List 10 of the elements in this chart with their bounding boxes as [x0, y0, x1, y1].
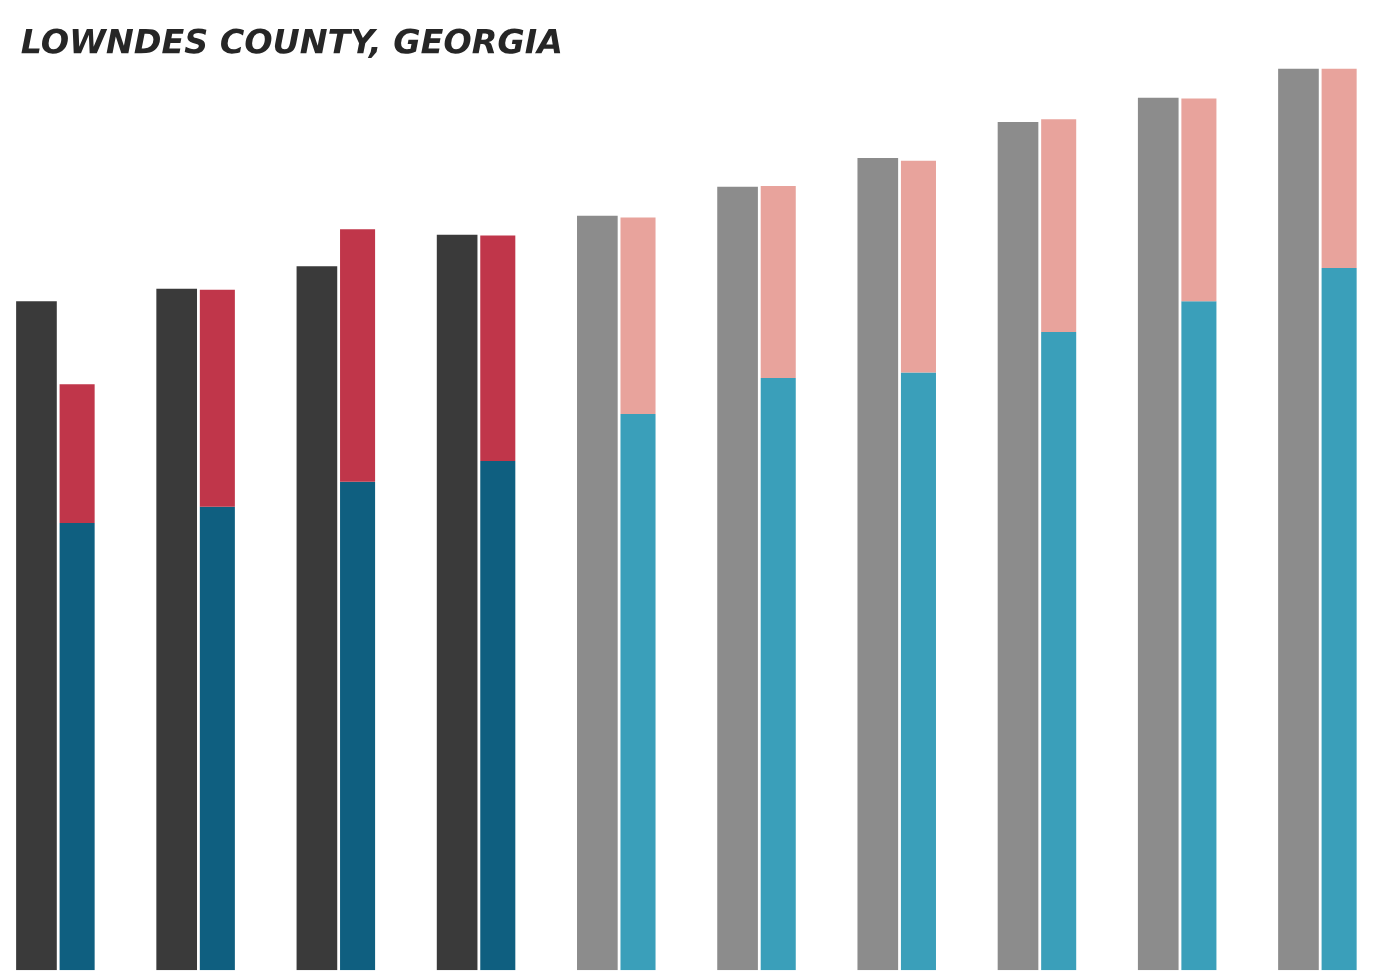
bar [1181, 98, 1217, 302]
bar [480, 235, 516, 461]
bar [620, 217, 656, 415]
bar [59, 384, 95, 524]
bar [900, 160, 936, 373]
bar [1321, 68, 1357, 268]
bar [199, 289, 235, 507]
bar [760, 185, 796, 378]
chart-title: LOWNDES COUNTY, GEORGIA [21, 28, 561, 59]
bar [1041, 119, 1077, 332]
